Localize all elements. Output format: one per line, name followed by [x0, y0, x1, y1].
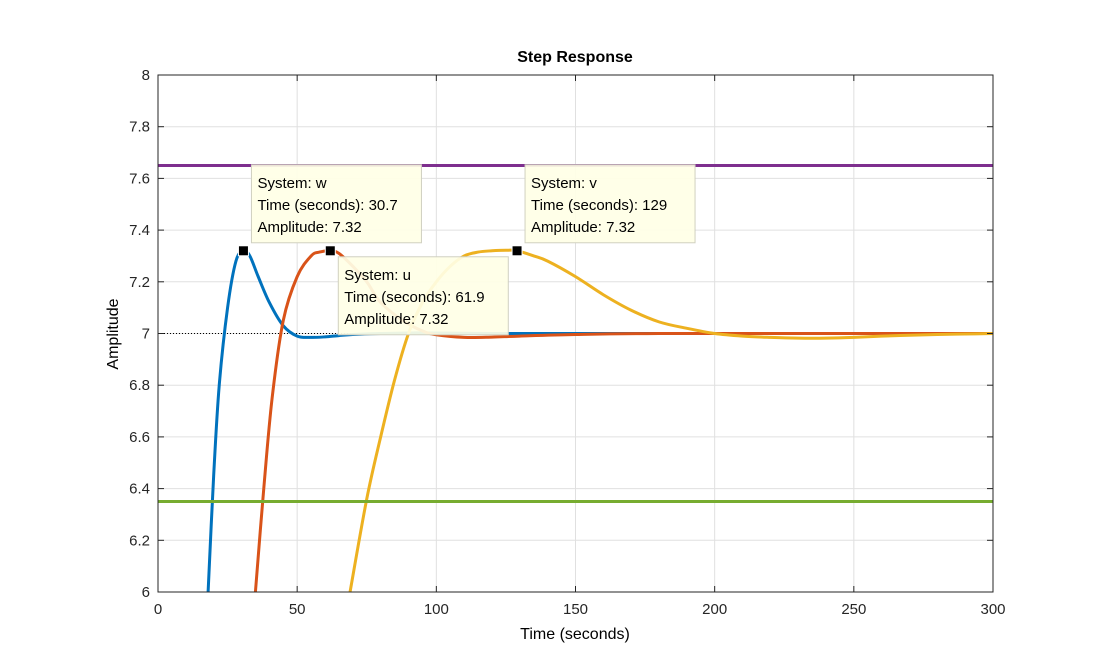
y-tick-label: 6.6	[129, 429, 150, 446]
x-tick-label: 0	[154, 601, 162, 618]
y-tick-label: 6.4	[129, 481, 150, 498]
y-tick-label: 7.8	[129, 119, 150, 136]
datatip-time: Time (seconds): 61.9	[344, 289, 484, 306]
y-tick-label: 6	[142, 584, 150, 601]
x-tick-label: 150	[563, 601, 588, 618]
x-tick-label: 100	[424, 601, 449, 618]
x-axis-title: Time (seconds)	[520, 626, 630, 643]
y-tick-label: 7	[142, 326, 150, 343]
x-tick-label: 300	[980, 601, 1005, 618]
datatip-marker[interactable]	[237, 245, 249, 257]
datatip-time: Time (seconds): 129	[531, 197, 667, 214]
datatips-layer: System: w Time (seconds): 30.7 Amplitude: …	[237, 164, 696, 336]
datatip-amplitude: Amplitude: 7.32	[344, 311, 448, 328]
datatip-amplitude: Amplitude: 7.32	[257, 219, 361, 236]
y-tick-label: 7.6	[129, 170, 150, 187]
datatip[interactable]: System: v Time (seconds): 129 Amplitude: 7…	[511, 164, 696, 257]
datatip-marker[interactable]	[324, 245, 336, 257]
tick-labels: 0 50 100 150 200 250 300 6 6.2 6.4 6.6 6.8 7 7.2 7.4 7.…	[129, 67, 1005, 618]
y-tick-label: 6.2	[129, 532, 150, 549]
datatip-box	[524, 164, 696, 244]
datatip[interactable]: System: w Time (seconds): 30.7 Amplitude: …	[237, 164, 422, 257]
y-axis-title: Amplitude	[105, 298, 122, 369]
datatip-box	[250, 164, 422, 244]
x-tick-label: 200	[702, 601, 727, 618]
chart-title: Step Response	[517, 49, 633, 66]
datatip-amplitude: Amplitude: 7.32	[531, 219, 635, 236]
datatip-system: System: u	[344, 267, 411, 284]
x-tick-label: 50	[289, 601, 306, 618]
datatip[interactable]: System: u Time (seconds): 61.9 Amplitude: …	[324, 245, 509, 336]
datatip-system: System: w	[257, 175, 326, 192]
datatip-box	[337, 256, 509, 336]
series-line-w	[206, 249, 993, 593]
datatip-time: Time (seconds): 30.7	[257, 197, 397, 214]
datatip-marker[interactable]	[511, 245, 523, 257]
y-tick-label: 8	[142, 67, 150, 84]
y-tick-label: 6.8	[129, 377, 150, 394]
datatip-system: System: v	[531, 175, 597, 192]
y-tick-label: 7.4	[129, 222, 150, 239]
x-tick-label: 250	[841, 601, 866, 618]
y-tick-label: 7.2	[129, 274, 150, 291]
